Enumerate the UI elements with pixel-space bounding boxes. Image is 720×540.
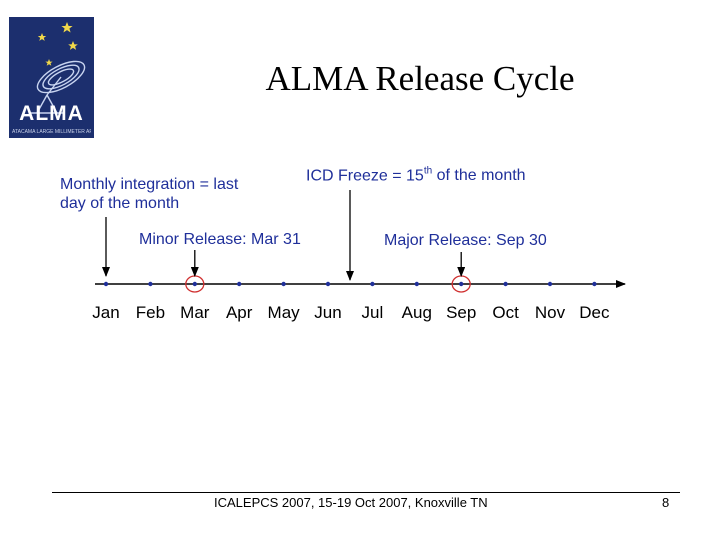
- month-label-feb: Feb: [135, 303, 166, 322]
- icd-freeze-label: ICD Freeze = 15th of the month: [306, 162, 526, 185]
- month-dot-sep: [459, 281, 464, 287]
- month-dot-dec: [592, 281, 597, 287]
- logo-subtitle: ATACAMA LARGE MILLIMETER ARRAY: [12, 129, 91, 135]
- footer-text: ICALEPCS 2007, 15-19 Oct 2007, Knoxville…: [214, 495, 488, 510]
- icd-freeze-prefix: ICD Freeze = 15: [306, 167, 424, 185]
- month-dot-feb: [148, 281, 153, 287]
- monthly-integration-label: Monthly integration = last day of the mon…: [60, 175, 238, 213]
- month-label-apr: Apr: [225, 303, 253, 322]
- month-dot-mar: [192, 281, 197, 287]
- month-dot-jan: [103, 281, 109, 287]
- footer-divider: [52, 492, 680, 493]
- month-label-aug: Aug: [401, 303, 432, 322]
- month-label-may: May: [267, 303, 300, 322]
- month-dot-apr: [237, 281, 242, 287]
- month-dot-jun: [325, 281, 331, 287]
- month-label-mar: Mar: [180, 303, 210, 322]
- icd-freeze-ordinal: th: [423, 166, 433, 177]
- logo-wordmark: ALMA: [19, 102, 84, 125]
- month-dot-oct: [503, 281, 508, 287]
- icd-freeze-suffix: of the month: [432, 167, 526, 185]
- slide-title: ALMA Release Cycle: [265, 59, 575, 98]
- month-label-sep: Sep: [446, 303, 477, 322]
- month-label-nov: Nov: [534, 303, 566, 322]
- minor-release-label: Minor Release: Mar 31: [139, 231, 301, 248]
- month-dot-aug: [414, 281, 419, 287]
- monthly-integration-line: day of the month: [60, 195, 180, 212]
- month-label-jun: Jun: [314, 303, 342, 322]
- slide-number: 8: [662, 495, 670, 510]
- alma-antenna-star-art: [31, 22, 86, 114]
- month-dot-nov: [547, 281, 553, 287]
- month-label-oct: Oct: [492, 303, 519, 322]
- month-label-jul: Jul: [361, 303, 384, 322]
- month-label-dec: Dec: [579, 303, 610, 322]
- month-dot-jul: [370, 281, 375, 287]
- major-release-label: Major Release: Sep 30: [384, 232, 547, 249]
- alma-logo: ALMA ATACAMA LARGE MILLIMETER ARRAY: [9, 17, 94, 138]
- month-label-jan: Jan: [92, 303, 120, 322]
- monthly-integration-line: Monthly integration = last: [60, 176, 239, 193]
- month-dot-may: [281, 281, 286, 287]
